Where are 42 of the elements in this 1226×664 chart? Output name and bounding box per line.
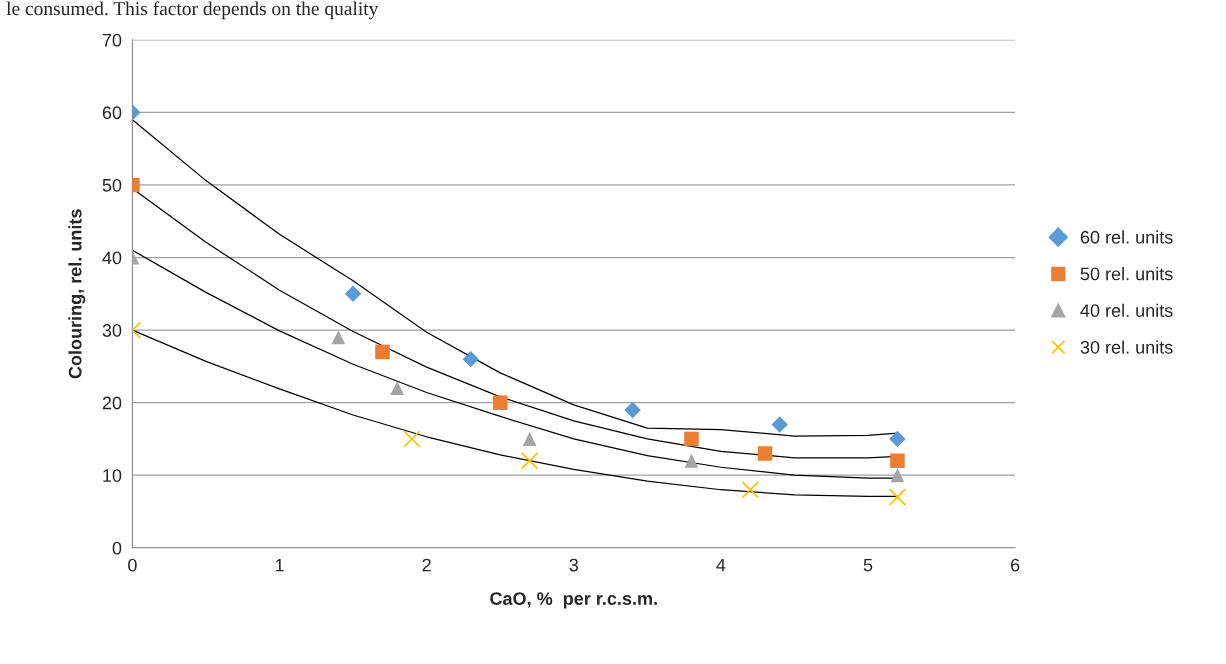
y-tick-label: 30	[102, 324, 122, 337]
text: le consumed. This factor depends on the quality	[6, 1, 379, 20]
point	[375, 344, 390, 360]
x-tick-label: 4	[716, 558, 726, 572]
y-tick-label: 0	[112, 541, 122, 555]
point	[520, 451, 539, 470]
point	[344, 285, 362, 303]
x-tick-label: 3	[569, 558, 578, 572]
y-tick-label: 50	[102, 178, 122, 192]
y-tick-label: 10	[103, 469, 122, 482]
point	[741, 480, 760, 499]
point	[684, 453, 699, 468]
x-tick-label: 5	[863, 558, 873, 572]
point	[331, 330, 346, 345]
y-tick-label: 40	[102, 251, 122, 265]
point	[888, 488, 907, 506]
point	[890, 468, 905, 483]
y-tick-label: 70	[102, 33, 122, 47]
x-tick-label: 2	[422, 558, 431, 572]
y-axis-title: Colouring, rel. units	[68, 209, 86, 379]
point	[403, 430, 421, 448]
legend-label: 40 rel. units	[1080, 303, 1173, 318]
point	[684, 431, 699, 447]
point	[462, 350, 479, 368]
legend-label: 60 rel. units	[1080, 230, 1173, 244]
point	[624, 401, 641, 419]
y-tick-label: 20	[102, 396, 122, 410]
x-tick-label: 6	[1011, 558, 1020, 572]
point	[889, 430, 906, 448]
point	[492, 395, 508, 410]
y-tick-label: 60	[102, 106, 122, 120]
point	[757, 446, 773, 461]
point	[522, 432, 537, 446]
line-series	[132, 329, 899, 497]
point	[890, 453, 905, 468]
x-tick-label: 1	[275, 558, 284, 572]
point	[390, 381, 405, 396]
point	[771, 416, 788, 433]
x-tick-label: 0	[128, 558, 137, 572]
legend-label: 30 rel. units	[1080, 340, 1173, 354]
x-axis-title: CaO, % per r.c.s.m.	[490, 592, 657, 609]
legend-label: 50 rel. units	[1080, 267, 1173, 281]
